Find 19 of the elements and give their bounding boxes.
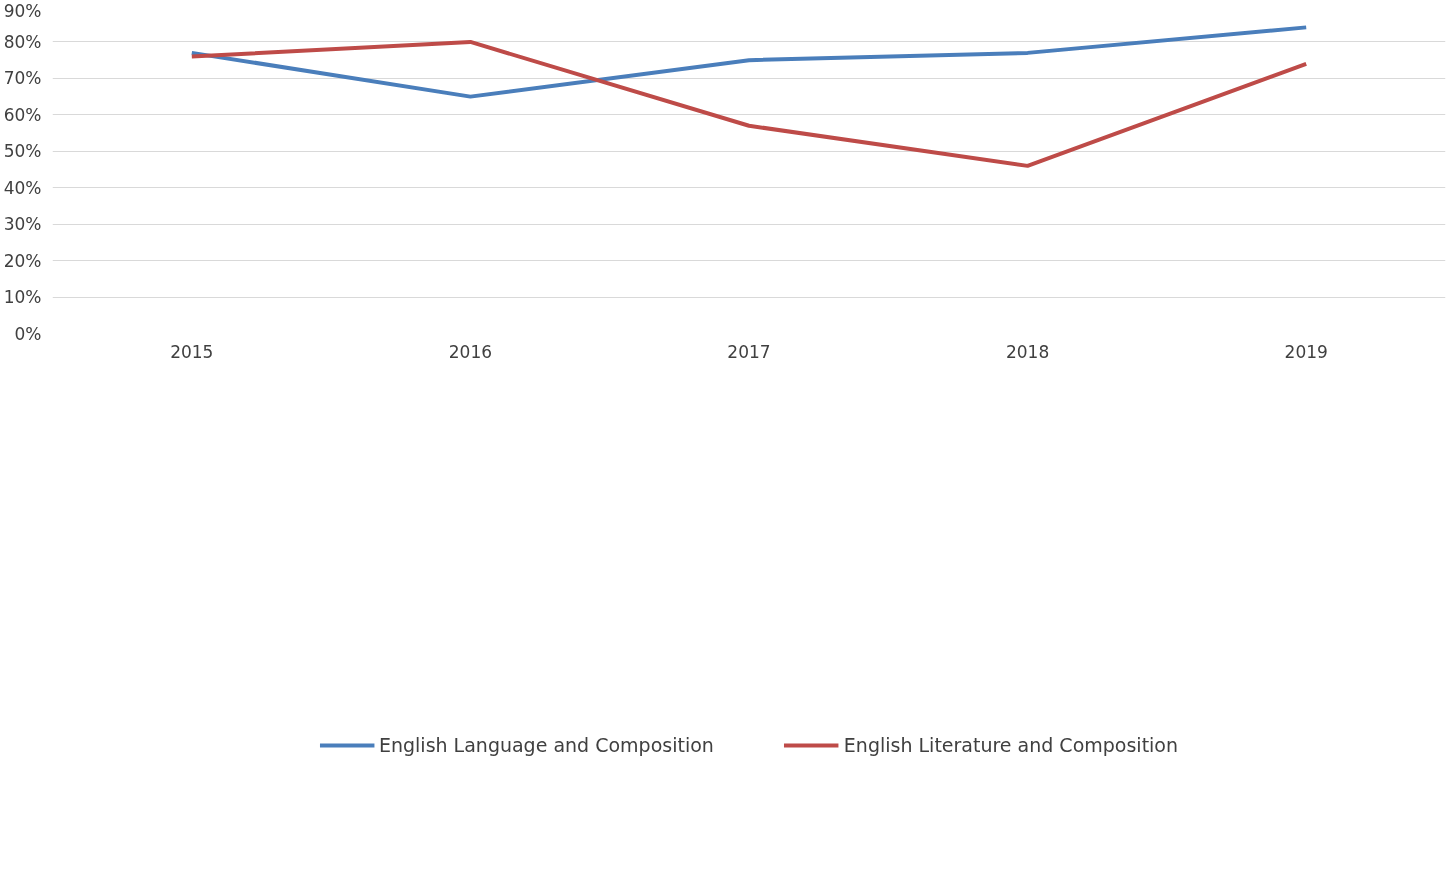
y-tick-label: 40% bbox=[3, 177, 42, 198]
line-series bbox=[189, 39, 1309, 168]
y-tick-label: 70% bbox=[3, 68, 42, 89]
y-tick-label: 60% bbox=[3, 104, 42, 125]
y-tick-label: 30% bbox=[3, 214, 42, 235]
y-tick-label: 80% bbox=[3, 31, 42, 52]
x-tick-label: 2015 bbox=[170, 341, 214, 362]
x-tick-label: 2018 bbox=[1005, 341, 1050, 362]
y-tick-label: 20% bbox=[3, 250, 42, 271]
x-tick-label: 2019 bbox=[1284, 341, 1328, 362]
legend-label: English Language and Composition bbox=[378, 733, 714, 756]
y-tick-label: 10% bbox=[3, 287, 42, 308]
legend-label: English Literature and Composition bbox=[843, 733, 1179, 756]
x-tick-label: 2017 bbox=[727, 341, 771, 362]
y-tick-label: 90% bbox=[3, 0, 42, 21]
x-tick-label: 2016 bbox=[448, 341, 493, 362]
line-series bbox=[189, 25, 1309, 99]
y-tick-label: 50% bbox=[3, 141, 42, 162]
y-tick-label: 0% bbox=[14, 323, 42, 344]
